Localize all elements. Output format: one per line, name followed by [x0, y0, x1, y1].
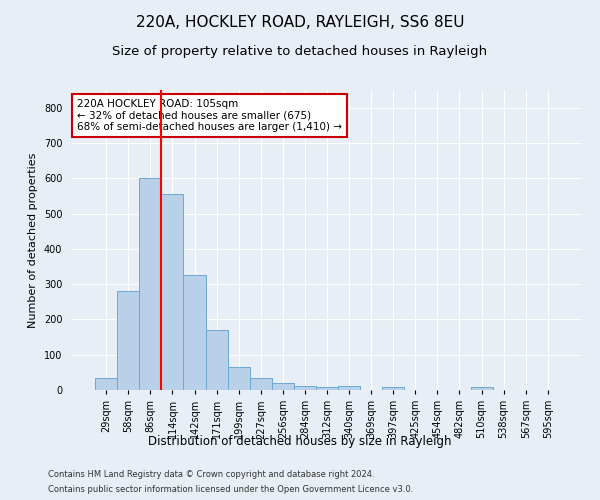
Bar: [294, 386, 316, 390]
Bar: [227, 367, 250, 390]
Bar: [206, 330, 227, 390]
Bar: [272, 383, 294, 390]
Bar: [184, 276, 206, 390]
Text: Contains public sector information licensed under the Open Government Licence v3: Contains public sector information licen…: [48, 485, 413, 494]
Text: 220A HOCKLEY ROAD: 105sqm
← 32% of detached houses are smaller (675)
68% of semi: 220A HOCKLEY ROAD: 105sqm ← 32% of detac…: [77, 99, 342, 132]
Bar: [117, 291, 139, 390]
Bar: [161, 194, 184, 390]
Bar: [338, 386, 360, 390]
Text: Contains HM Land Registry data © Crown copyright and database right 2024.: Contains HM Land Registry data © Crown c…: [48, 470, 374, 479]
Text: Size of property relative to detached houses in Rayleigh: Size of property relative to detached ho…: [112, 45, 488, 58]
Bar: [95, 378, 117, 390]
Bar: [316, 387, 338, 390]
Bar: [139, 178, 161, 390]
Bar: [250, 378, 272, 390]
Bar: [382, 387, 404, 390]
Text: Distribution of detached houses by size in Rayleigh: Distribution of detached houses by size …: [148, 435, 452, 448]
Text: 220A, HOCKLEY ROAD, RAYLEIGH, SS6 8EU: 220A, HOCKLEY ROAD, RAYLEIGH, SS6 8EU: [136, 15, 464, 30]
Bar: [470, 387, 493, 390]
Y-axis label: Number of detached properties: Number of detached properties: [28, 152, 38, 328]
